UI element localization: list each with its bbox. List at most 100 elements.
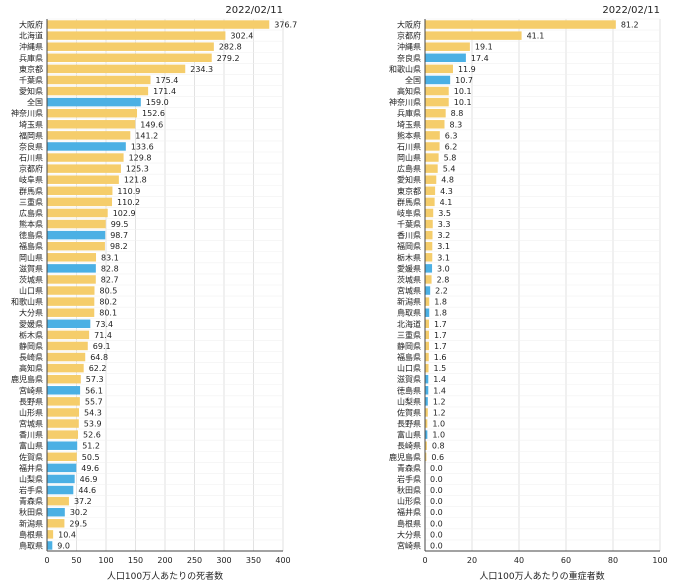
- value-label: 0.0: [430, 486, 443, 495]
- category-label: 大阪府: [397, 20, 421, 30]
- value-label: 282.8: [219, 43, 242, 52]
- bar: [47, 53, 212, 63]
- bar: [47, 352, 86, 362]
- category-label: 山口県: [397, 363, 421, 373]
- value-label: 110.9: [117, 187, 140, 196]
- category-label: 岡山県: [397, 153, 421, 163]
- category-label: 山梨県: [397, 396, 421, 406]
- category-label: 滋賀県: [19, 263, 43, 273]
- bar: [425, 42, 470, 51]
- value-label: 1.5: [434, 364, 447, 373]
- bar: [425, 441, 427, 450]
- value-label: 1.7: [434, 331, 447, 340]
- category-label: 石川県: [397, 142, 421, 151]
- value-label: 64.8: [90, 353, 108, 362]
- category-label: 秋田県: [397, 485, 421, 495]
- category-label: 愛媛県: [19, 319, 43, 329]
- category-label: 山口県: [19, 286, 43, 296]
- value-label: 83.1: [101, 253, 119, 262]
- bar: [47, 253, 97, 262]
- category-label: 山形県: [397, 496, 421, 506]
- category-label: 福島県: [397, 352, 421, 362]
- x-tick-label: 400: [275, 556, 290, 565]
- category-label: 長野県: [397, 420, 421, 429]
- value-label: 3.3: [438, 220, 451, 229]
- value-label: 1.4: [433, 386, 446, 395]
- value-label: 302.4: [230, 32, 253, 41]
- bar: [425, 108, 446, 118]
- x-tick-label: 50: [71, 556, 81, 565]
- value-label: 1.2: [433, 408, 446, 417]
- value-label: 71.4: [94, 331, 112, 340]
- bar: [425, 319, 429, 329]
- bar: [425, 419, 428, 428]
- bar: [47, 297, 95, 306]
- category-label: 奈良県: [19, 141, 43, 151]
- category-label: 千葉県: [19, 75, 43, 85]
- value-label: 152.6: [142, 109, 165, 118]
- value-label: 171.4: [153, 87, 176, 96]
- bar: [47, 507, 65, 517]
- bar: [425, 230, 433, 240]
- value-label: 10.1: [454, 87, 472, 96]
- value-label: 80.1: [99, 309, 117, 318]
- value-label: 141.2: [135, 131, 158, 140]
- bar: [47, 286, 95, 295]
- value-label: 41.1: [527, 32, 545, 41]
- x-tick-label: 200: [157, 556, 172, 565]
- value-label: 0.0: [430, 497, 443, 506]
- bar: [47, 197, 113, 207]
- bar: [425, 363, 429, 373]
- value-label: 3.5: [438, 209, 451, 218]
- category-label: 山梨県: [19, 474, 43, 484]
- category-label: 福井県: [19, 463, 43, 473]
- category-label: 福島県: [19, 241, 43, 251]
- value-label: 6.2: [445, 142, 458, 151]
- x-tick-label: 80: [608, 556, 618, 565]
- value-label: 3.1: [437, 253, 450, 262]
- value-label: 1.0: [432, 431, 445, 440]
- category-label: 福岡県: [397, 242, 421, 251]
- value-label: 56.1: [85, 386, 103, 395]
- value-label: 125.3: [126, 165, 149, 174]
- category-label: 広島県: [19, 208, 43, 218]
- category-label: 宮崎県: [19, 385, 43, 395]
- category-label: 長野県: [19, 397, 43, 406]
- category-label: 青森県: [397, 463, 421, 473]
- value-label: 6.3: [445, 131, 458, 140]
- bar: [47, 496, 69, 506]
- category-label: 東京都: [19, 64, 43, 74]
- value-label: 1.8: [434, 309, 447, 318]
- x-tick-label: 0: [422, 556, 427, 565]
- bar: [47, 374, 81, 384]
- category-label: 茨城県: [19, 274, 43, 284]
- category-label: 鹿児島県: [389, 452, 421, 462]
- bar: [425, 97, 449, 107]
- value-label: 1.6: [434, 353, 447, 362]
- bar: [47, 208, 108, 218]
- value-label: 133.6: [131, 142, 154, 151]
- bar: [47, 131, 131, 140]
- category-label: 福井県: [397, 507, 421, 517]
- value-label: 3.1: [437, 242, 450, 251]
- value-label: 4.1: [440, 198, 453, 207]
- category-label: 和歌山県: [11, 297, 43, 307]
- x-tick-label: 40: [514, 556, 524, 565]
- x-axis-title: 人口100万人あたりの死者数: [107, 570, 223, 582]
- value-label: 234.3: [190, 65, 213, 74]
- value-label: 57.3: [86, 375, 104, 384]
- x-tick-label: 100: [98, 556, 113, 565]
- value-label: 98.2: [110, 242, 128, 251]
- category-label: 富山県: [397, 430, 421, 440]
- value-label: 11.9: [458, 65, 476, 74]
- category-label: 香川県: [397, 230, 421, 240]
- bar: [425, 197, 435, 207]
- category-label: 埼玉県: [19, 119, 43, 129]
- category-label: 北海道: [397, 319, 421, 329]
- category-label: 静岡県: [19, 341, 43, 351]
- category-label: 熊本県: [19, 219, 43, 229]
- bar: [425, 86, 449, 96]
- category-label: 岡山県: [19, 252, 43, 262]
- value-label: 99.5: [111, 220, 129, 229]
